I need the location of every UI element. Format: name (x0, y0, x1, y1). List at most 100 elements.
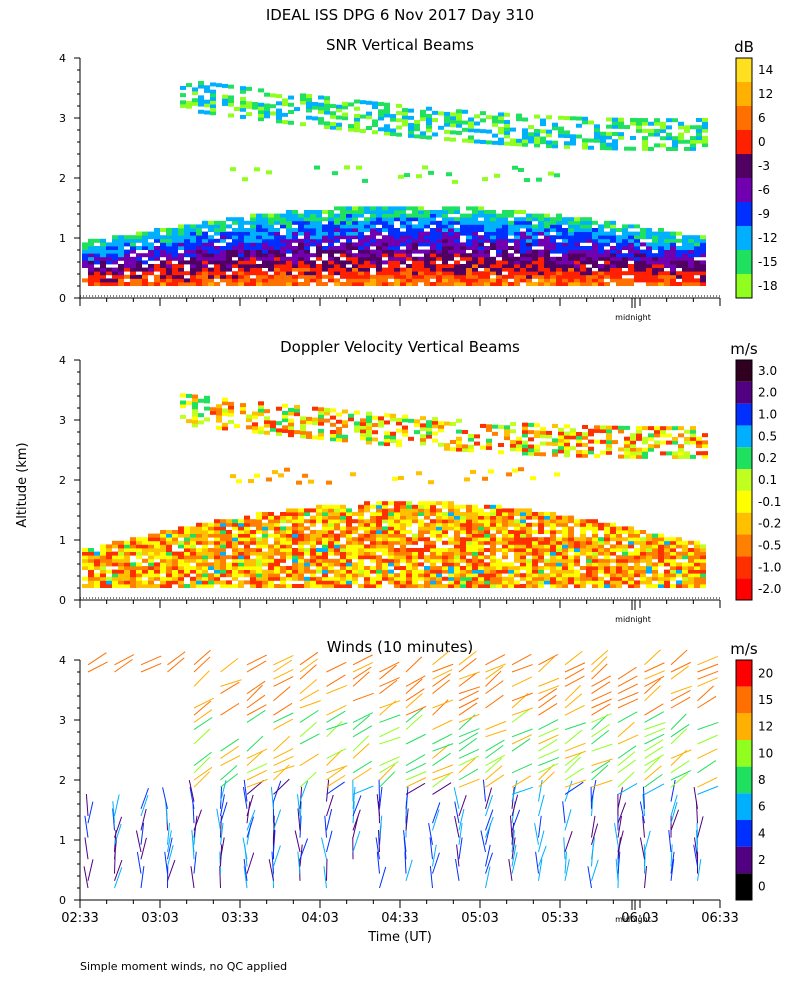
heatmap-cell (672, 146, 678, 151)
heatmap-cell (246, 425, 252, 430)
heatmap-cell (232, 548, 238, 552)
heatmap-cell (430, 242, 436, 247)
heatmap-cell (130, 544, 136, 549)
heatmap-cell (82, 562, 88, 567)
colorbar-swatch (736, 425, 752, 448)
heatmap-cell (550, 584, 556, 588)
plot-area (83, 649, 719, 889)
heatmap-cell (504, 436, 510, 441)
heatmap-cell (372, 123, 378, 128)
heatmap-cell (376, 544, 382, 549)
heatmap-cell (574, 246, 580, 250)
heatmap-cell (154, 576, 160, 581)
wind-barb (564, 809, 572, 831)
heatmap-cell (552, 126, 558, 131)
heatmap-cell (564, 134, 570, 139)
heatmap-cell (244, 238, 250, 243)
heatmap-cell (558, 115, 564, 120)
heatmap-cell (556, 242, 562, 247)
heatmap-cell (616, 548, 622, 552)
heatmap-cell (184, 540, 190, 545)
heatmap-cell (346, 274, 352, 279)
heatmap-cell (232, 544, 238, 549)
heatmap-cell (636, 447, 642, 452)
wind-barb (538, 749, 559, 759)
heatmap-cell (466, 260, 472, 265)
heatmap-cell (544, 260, 550, 265)
heatmap-cell (520, 522, 526, 527)
heatmap-cell (322, 522, 328, 527)
heatmap-cell (470, 469, 476, 474)
wind-barb (617, 851, 621, 874)
heatmap-cell (564, 435, 570, 440)
heatmap-cell (660, 143, 666, 148)
heatmap-cell (94, 249, 100, 254)
heatmap-cell (202, 569, 208, 574)
heatmap-cell (436, 548, 442, 552)
heatmap-cell (142, 548, 148, 552)
heatmap-cell (498, 112, 504, 117)
heatmap-cell (406, 501, 412, 506)
heatmap-cell (262, 537, 268, 542)
heatmap-cell (340, 249, 346, 254)
heatmap-cell (610, 253, 616, 258)
heatmap-cell (274, 569, 280, 574)
heatmap-cell (292, 278, 298, 283)
heatmap-cell (264, 92, 270, 97)
wind-barb (352, 830, 361, 853)
heatmap-cell (298, 515, 304, 520)
heatmap-cell (184, 224, 190, 229)
heatmap-cell (388, 267, 394, 272)
heatmap-cell (430, 533, 436, 538)
heatmap-cell (312, 101, 318, 106)
heatmap-cell (682, 282, 688, 286)
heatmap-cell (514, 544, 520, 549)
heatmap-cell (516, 440, 522, 445)
heatmap-cell (236, 479, 242, 484)
heatmap-cell (226, 580, 232, 585)
heatmap-cell (690, 146, 696, 151)
heatmap-cell (550, 235, 556, 240)
heatmap-cell (178, 267, 184, 272)
heatmap-cell (556, 522, 562, 527)
heatmap-cell (358, 206, 364, 211)
heatmap-cell (658, 580, 664, 585)
heatmap-cell (604, 530, 610, 534)
heatmap-cell (300, 430, 306, 435)
heatmap-cell (520, 530, 526, 534)
heatmap-cell (376, 501, 382, 506)
heatmap-cell (208, 584, 214, 588)
heatmap-cell (364, 504, 370, 509)
heatmap-cell (142, 566, 148, 570)
heatmap-cell (430, 501, 436, 506)
heatmap-cell (472, 566, 478, 570)
wind-barb (299, 658, 318, 673)
heatmap-cell (546, 144, 552, 149)
heatmap-cell (234, 424, 240, 429)
heatmap-cell (424, 256, 430, 261)
heatmap-cell (472, 522, 478, 527)
heatmap-cell (388, 220, 394, 225)
heatmap-cell (244, 231, 250, 236)
heatmap-cell (556, 274, 562, 279)
heatmap-cell (250, 580, 256, 585)
heatmap-cell (292, 267, 298, 272)
heatmap-cell (642, 128, 648, 133)
heatmap-cell (700, 274, 706, 279)
heatmap-cell (564, 449, 570, 454)
heatmap-cell (190, 537, 196, 542)
wind-barb (379, 661, 400, 673)
heatmap-cell (226, 533, 232, 538)
heatmap-cell (208, 235, 214, 240)
heatmap-cell (540, 452, 546, 457)
heatmap-cell (276, 428, 282, 433)
heatmap-cell (448, 249, 454, 254)
heatmap-cell (406, 566, 412, 570)
heatmap-cell (222, 397, 228, 402)
heatmap-cell (298, 213, 304, 218)
heatmap-cell (616, 278, 622, 283)
heatmap-cell (598, 576, 604, 581)
wind-barb (453, 787, 460, 809)
heatmap-cell (328, 584, 334, 588)
y-axis-label: Altitude (km) (15, 442, 30, 527)
